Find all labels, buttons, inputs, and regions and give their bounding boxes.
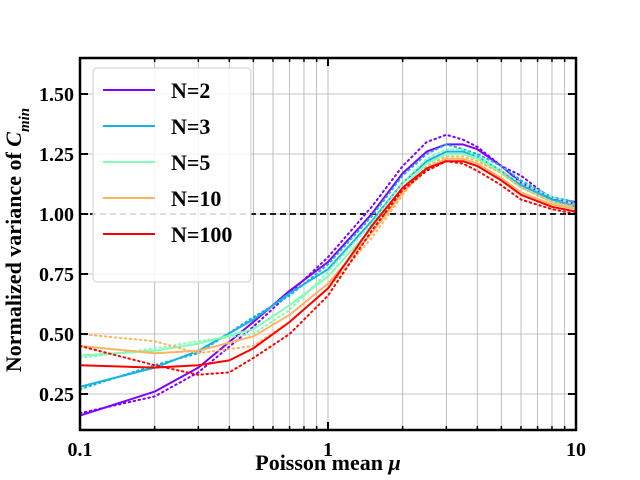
legend-item: N=3 [103, 114, 210, 139]
y-axis-label: Normalized variance of Cmin [1, 108, 33, 372]
series-group [80, 133, 576, 417]
x-tick-label: 0.1 [68, 439, 93, 461]
y-axis-label-symbol: C [1, 132, 26, 147]
y-axis-label-text: Normalized variance of [1, 147, 26, 372]
y-tick-label: 1.00 [39, 204, 74, 226]
legend-item: N=5 [103, 150, 210, 175]
legend-label: N=3 [171, 114, 210, 139]
legend-box [92, 67, 252, 283]
legend-label: N=5 [171, 150, 210, 175]
legend-item: N=10 [103, 186, 221, 211]
legend-label: N=2 [171, 78, 210, 103]
legend-label: N=10 [171, 186, 221, 211]
y-tick-label: 1.25 [39, 144, 74, 166]
axes: 0.1 1 10 0.25 0.50 0.75 1.00 1.25 1.50 [39, 56, 586, 461]
legend-item: N=100 [103, 222, 232, 247]
y-tick-label: 0.75 [39, 264, 74, 286]
y-axis-label-subscript: min [17, 108, 33, 132]
series-line-n100 [80, 160, 576, 369]
y-tick-label: 0.25 [39, 384, 74, 406]
y-tick-label: 0.50 [39, 324, 74, 346]
x-axis-label: Poisson mean μ [255, 450, 401, 475]
series-line-dotted-n10 [80, 155, 576, 355]
series-line-dotted-n5 [80, 148, 576, 359]
x-axis-label-symbol: μ [388, 450, 401, 475]
series-line-dotted-n2 [80, 133, 576, 415]
series-line-n2 [80, 143, 576, 417]
series-line-dotted-n100 [80, 160, 576, 376]
y-tick-label: 1.50 [39, 84, 74, 106]
x-tick-label: 1 [323, 439, 333, 461]
legend: N=2 N=3 N=5 N=10 N=100 [92, 67, 252, 283]
legend-label: N=100 [171, 222, 232, 247]
x-axis-label-text: Poisson mean [255, 450, 388, 475]
legend-item: N=2 [103, 78, 210, 103]
x-tick-label: 10 [566, 439, 586, 461]
series-line-n10 [80, 157, 576, 355]
